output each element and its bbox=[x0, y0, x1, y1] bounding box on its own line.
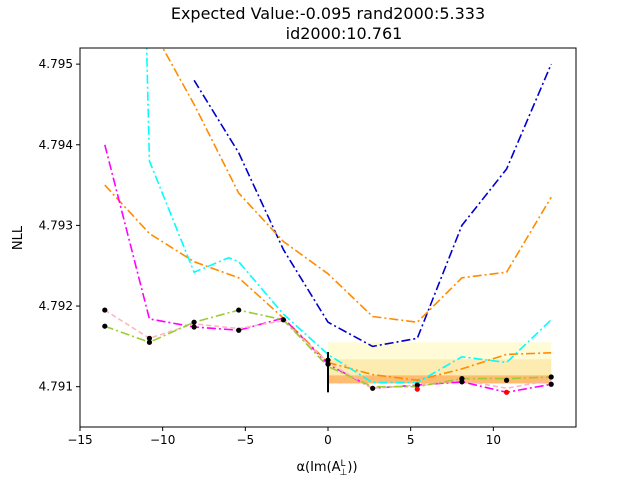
data-point-11 bbox=[370, 385, 376, 391]
data-point-0 bbox=[102, 307, 108, 313]
y-axis-label: NLL bbox=[11, 225, 26, 250]
series-line-2 bbox=[161, 48, 552, 324]
x-tick-label-2: −5 bbox=[236, 433, 254, 447]
y-tick-label-1: 4.792 bbox=[39, 299, 73, 313]
y-tick-label-4: 4.795 bbox=[39, 57, 73, 71]
data-point-19 bbox=[548, 381, 554, 387]
x-tick-label-1: −10 bbox=[150, 433, 175, 447]
data-point-10 bbox=[325, 361, 331, 367]
data-point-18 bbox=[548, 374, 554, 380]
x-tick-label-0: −15 bbox=[67, 433, 92, 447]
data-point-4 bbox=[191, 319, 197, 325]
series-line-0 bbox=[193, 63, 552, 348]
data-point-17 bbox=[503, 389, 510, 395]
data-point-5 bbox=[191, 324, 197, 330]
data-markers bbox=[102, 307, 554, 395]
x-tick-label-3: 0 bbox=[324, 433, 332, 447]
y-tick-label-2: 4.793 bbox=[39, 218, 73, 232]
series-line-3 bbox=[145, 48, 552, 384]
x-tick-label-5: 10 bbox=[486, 433, 501, 447]
data-point-12 bbox=[414, 382, 420, 388]
series-line-6 bbox=[104, 309, 552, 388]
band-2 bbox=[328, 375, 552, 384]
data-point-2 bbox=[146, 335, 153, 341]
series-lines bbox=[104, 48, 552, 394]
data-point-1 bbox=[102, 323, 108, 329]
y-tick-label-0: 4.791 bbox=[39, 380, 73, 394]
x-tick-label-4: 5 bbox=[407, 433, 415, 447]
chart-title-line-2: id2000:10.761 bbox=[286, 24, 403, 43]
data-point-9 bbox=[325, 357, 331, 363]
data-point-13 bbox=[414, 386, 420, 392]
confidence-bands bbox=[328, 342, 552, 384]
data-point-8 bbox=[280, 317, 286, 323]
chart-title-line-1: Expected Value:-0.095 rand2000:5.333 bbox=[171, 4, 485, 23]
y-tick-label-3: 4.794 bbox=[39, 138, 73, 152]
x-axis-ticks: −15 −10 −5 0 5 10 bbox=[67, 427, 501, 447]
y-axis-ticks: 4.791 4.792 4.793 4.794 4.795 bbox=[39, 57, 80, 394]
data-point-3 bbox=[146, 339, 153, 345]
data-point-16 bbox=[503, 377, 510, 383]
data-point-7 bbox=[236, 327, 242, 333]
data-point-6 bbox=[236, 307, 242, 313]
data-point-15 bbox=[459, 379, 465, 385]
x-axis-label: α(Im(AL ⊥)) bbox=[296, 459, 357, 478]
